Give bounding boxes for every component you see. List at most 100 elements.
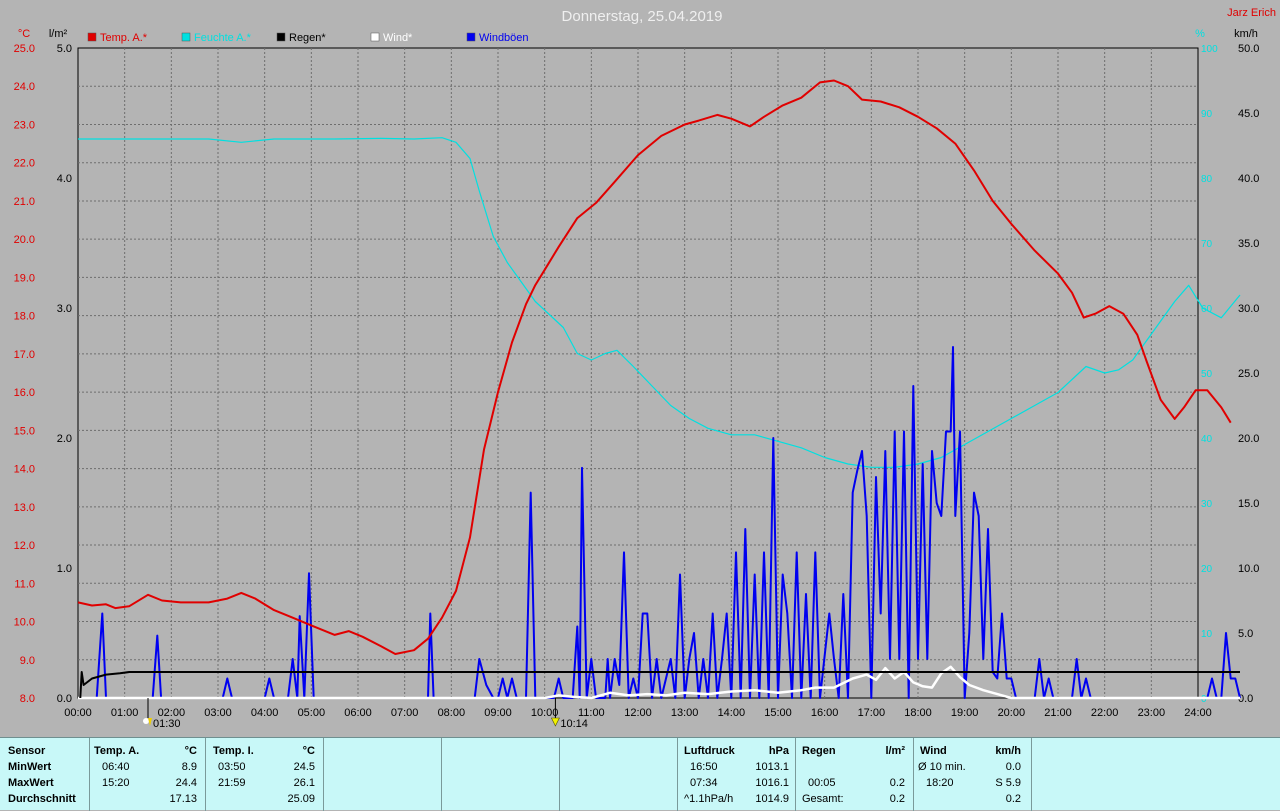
x-tick-label: 20:00 [998,707,1026,719]
temp-tick-label: 12.0 [14,540,35,552]
chart-axes: 8.0 9.0 10.0 11.0 12.0 13.0 14.0 15.0 16.0 17.0 18… [14,43,1260,719]
legend-swatch [370,32,380,42]
pressure-header: Luftdruck [684,745,735,757]
x-tick-label: 01:00 [111,707,139,719]
rain-max-time: 00:05 [808,777,836,789]
x-tick-label: 14:00 [718,707,746,719]
stats-empty-3 [560,738,678,811]
wind-tick-label: 15.0 [1238,498,1259,510]
durchschnitt-label: Durchschnitt [8,793,76,805]
temp-i-min-time: 03:50 [218,761,246,773]
x-tick-label: 19:00 [951,707,979,719]
temp-i-header: Temp. I. [213,745,254,757]
wind-max-val: S 5.9 [995,777,1021,789]
legend-label: Windböen [479,32,529,44]
stats-temp-a: Temp. A. °C 06:40 8.9 15:20 24.4 17.13 [90,738,206,811]
legend-swatch [87,32,97,42]
temp-tick-label: 25.0 [14,43,35,55]
stats-pressure: Luftdruck hPa 16:50 1013.1 07:34 1016.1 ^1.… [678,738,796,811]
legend-swatch [466,32,476,42]
series-line [77,79,1232,655]
humidity-tick-label: 70 [1201,239,1213,250]
x-tick-label: 04:00 [251,707,279,719]
x-tick-label: 05:00 [298,707,326,719]
rain-tick-label: 1.0 [57,563,72,575]
pressure-max-time: 07:34 [690,777,718,789]
sun-marker-label: 10:14 [560,718,588,730]
stats-sensor: Sensor MinWert MaxWert Durchschnitt [0,738,90,811]
wind-avg-label: Ø 10 min. [918,761,966,773]
humidity-unit-label: % [1195,28,1205,40]
wind-avg-val: 0.0 [1005,761,1021,773]
wind-tick-label: 5.0 [1238,628,1253,640]
stats-empty-2 [442,738,560,811]
x-tick-label: 24:00 [1184,707,1212,719]
series-line [78,346,1241,699]
wind-tick-label: 50.0 [1238,43,1259,55]
rain-tick-label: 4.0 [57,173,72,185]
legend-label: Feuchte A.* [194,32,252,44]
x-tick-label: 15:00 [764,707,792,719]
stats-rain: Regen l/m² 00:05 0.2 Gesamt: 0.2 [796,738,914,811]
temp-tick-label: 20.0 [14,234,35,246]
pressure-min-val: 1013.1 [755,761,789,773]
temp-tick-label: 11.0 [14,578,35,590]
x-tick-label: 10:00 [531,707,559,719]
x-tick-label: 23:00 [1138,707,1166,719]
x-tick-label: 11:00 [578,707,605,719]
x-tick-label: 06:00 [344,707,372,719]
chart-series [77,79,1241,700]
moon-marker-label: 01:30 [153,718,181,730]
stats-wind: Wind km/h Ø 10 min. 0.0 18:20 S 5.9 0.2 [914,738,1032,811]
wind-unit: km/h [995,745,1021,757]
sun-icon [550,717,560,727]
temp-tick-label: 19.0 [14,272,35,284]
wind-tick-label: 0.0 [1238,693,1253,705]
series-line [79,671,1240,699]
rain-header: Regen [802,745,836,757]
rain-tick-label: 3.0 [57,303,72,315]
temp-tick-label: 24.0 [14,81,35,93]
temp-a-max-val: 24.4 [175,777,197,789]
rain-tick-label: 2.0 [57,433,72,445]
moon-icon [143,718,149,724]
temp-tick-label: 22.0 [14,158,35,170]
legend-label: Wind* [383,32,413,44]
x-tick-label: 17:00 [858,707,886,719]
humidity-tick-label: 30 [1201,499,1213,510]
wind-extra: 0.2 [1005,793,1021,805]
humidity-tick-label: 100 [1201,44,1218,55]
x-tick-label: 08:00 [438,707,466,719]
wind-unit-label: km/h [1234,28,1258,40]
pressure-min-time: 16:50 [690,761,718,773]
temp-tick-label: 14.0 [14,464,35,476]
temp-i-max-val: 26.1 [293,777,315,789]
wind-header: Wind [920,745,947,757]
wind-tick-label: 30.0 [1238,303,1259,315]
temp-tick-label: 17.0 [14,349,35,361]
wind-tick-label: 10.0 [1238,563,1259,575]
pressure-max-val: 1016.1 [755,777,789,789]
rain-total: 0.2 [889,793,905,805]
temp-a-min-val: 8.9 [181,761,197,773]
x-tick-label: 13:00 [671,707,699,719]
x-tick-label: 00:00 [64,707,92,719]
pressure-avg: 1014.9 [755,793,789,805]
sensor-header: Sensor [8,745,46,757]
temp-i-min-val: 24.5 [293,761,315,773]
humidity-tick-label: 90 [1201,109,1213,120]
temp-tick-label: 23.0 [14,119,35,131]
wind-tick-label: 25.0 [1238,368,1259,380]
chart-legend: Temp. A.* Feuchte A.* Regen* Wind* Windböen [87,32,529,44]
wind-max-time: 18:20 [926,777,954,789]
x-tick-label: 07:00 [391,707,419,719]
wind-tick-label: 45.0 [1238,108,1259,120]
humidity-tick-label: 50 [1201,369,1213,380]
weather-chart: Donnerstag, 25.04.2019 Jarz Erich °C l/m… [14,7,1276,730]
minwert-label: MinWert [8,761,52,773]
rain-tick-label: 0.0 [57,693,72,705]
humidity-tick-label: 20 [1201,564,1213,575]
legend-swatch [276,32,286,42]
legend-swatch [181,32,191,42]
legend-label: Temp. A.* [100,32,148,44]
